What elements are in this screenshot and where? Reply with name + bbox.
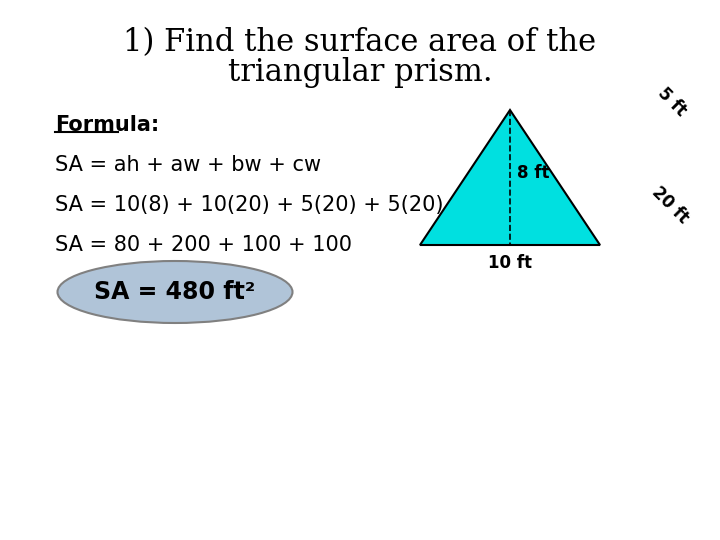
Text: 20 ft: 20 ft bbox=[648, 183, 692, 227]
Text: 8 ft: 8 ft bbox=[517, 164, 549, 181]
Text: triangular prism.: triangular prism. bbox=[228, 57, 492, 89]
Ellipse shape bbox=[58, 261, 292, 323]
Text: SA = 480 ft²: SA = 480 ft² bbox=[94, 280, 256, 304]
Text: SA = 80 + 200 + 100 + 100: SA = 80 + 200 + 100 + 100 bbox=[55, 235, 352, 255]
Text: Formula:: Formula: bbox=[55, 115, 159, 135]
Text: 1) Find the surface area of the: 1) Find the surface area of the bbox=[123, 28, 597, 58]
Text: 5 ft: 5 ft bbox=[654, 84, 690, 120]
Text: SA = 10(8) + 10(20) + 5(20) + 5(20): SA = 10(8) + 10(20) + 5(20) + 5(20) bbox=[55, 195, 444, 215]
Text: SA = ah + aw + bw + cw: SA = ah + aw + bw + cw bbox=[55, 155, 321, 175]
Text: 10 ft: 10 ft bbox=[488, 254, 532, 272]
Polygon shape bbox=[420, 110, 600, 245]
